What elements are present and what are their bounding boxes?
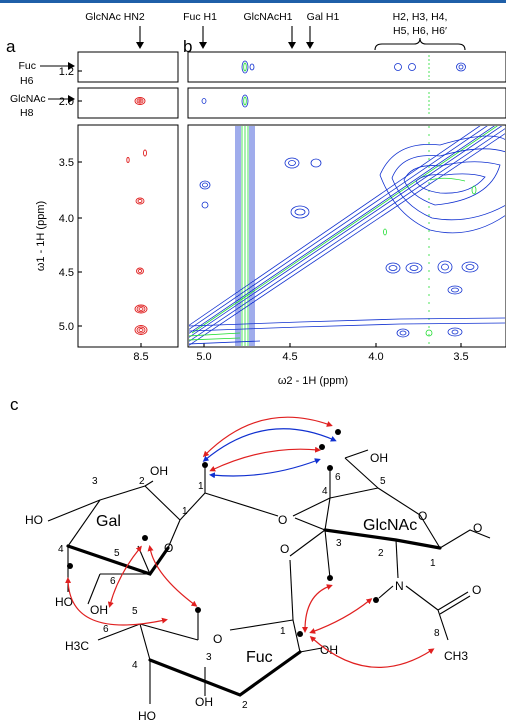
- ring-label-gal: Gal: [96, 513, 121, 530]
- fuc-h3c: H3C: [65, 639, 89, 653]
- gal-oh-4: HO: [55, 595, 73, 609]
- molecule-structure: Gal O 3 2 1 4 5 6 HO OH HO OH O 1 GlcNAc…: [25, 429, 491, 723]
- svg-text:1: 1: [198, 481, 204, 492]
- svg-text:5: 5: [132, 606, 138, 617]
- noe-arrows: [65, 416, 435, 668]
- x-tick-b-4-0: 4.0: [368, 351, 383, 363]
- fuc-oh-3: OH: [195, 695, 213, 709]
- panel-label-c: c: [10, 395, 19, 414]
- svg-text:2: 2: [242, 700, 248, 711]
- strip-b-peaks: [201, 55, 466, 114]
- row-labels: Fuc H6 GlcNAc H8: [10, 60, 75, 119]
- y-tick-5-0: 5.0: [59, 321, 74, 333]
- svg-text:1: 1: [430, 558, 436, 569]
- top-annotations: GlcNAc HN2 Fuc H1 GlcNAcH1 Gal H1 H2, H3…: [85, 11, 466, 51]
- panel-label-b: b: [183, 37, 192, 56]
- row-label-fuc: Fuc: [18, 60, 36, 72]
- strip-tick-1-2: 1.2: [59, 66, 74, 78]
- panel-b-frame: [187, 124, 506, 348]
- svg-text:3: 3: [92, 476, 98, 487]
- svg-text:8: 8: [434, 628, 440, 639]
- label-fuc-h1: Fuc H1: [183, 11, 217, 23]
- panel-a-frame: [77, 124, 179, 348]
- label-glcnac-hn2: GlcNAc HN2: [85, 11, 145, 23]
- ring-label-glcnac: GlcNAc: [363, 517, 417, 534]
- gal-ring-o: O: [164, 541, 173, 555]
- row-label-glcnac-h8: H8: [20, 107, 34, 119]
- glcnac-oh-6: OH: [370, 451, 388, 465]
- panel-b-spectrum: [189, 126, 505, 346]
- label-glcnac-h1: GlcNAcH1: [243, 11, 292, 23]
- strip-tick-2-0: 2.0: [59, 96, 74, 108]
- svg-text:6: 6: [110, 576, 116, 587]
- x-tick-a-8-5: 8.5: [133, 351, 148, 363]
- strip-a-glcnac: [77, 87, 179, 119]
- svg-text:2: 2: [378, 548, 384, 559]
- ring-label-fuc: Fuc: [246, 649, 273, 666]
- acetyl-o: O: [472, 583, 481, 597]
- strip-b-fuc: [187, 51, 506, 83]
- svg-text:4: 4: [132, 660, 138, 671]
- svg-text:5: 5: [114, 548, 120, 559]
- strip-a-fuc: [77, 51, 179, 83]
- fuc-ring-o: O: [213, 632, 222, 646]
- axis-ticks: 1.2 2.0 3.5 4.0 4.5 5.0 8.5 5.0 4.5 4.0 …: [59, 66, 469, 363]
- svg-text:3: 3: [336, 538, 342, 549]
- svg-text:2: 2: [139, 476, 145, 487]
- x-tick-b-3-5: 3.5: [453, 351, 468, 363]
- label-gal-h1: Gal H1: [307, 11, 340, 23]
- y-axis-label: ω1 - 1H (ppm): [35, 201, 47, 271]
- glcnac-ring-o1: O: [473, 521, 482, 535]
- x-tick-b-5-0: 5.0: [196, 351, 211, 363]
- strip-b-glcnac: [187, 87, 506, 119]
- panel-a-peaks: [126, 97, 148, 335]
- glycosidic-o-2: O: [280, 542, 289, 556]
- acetyl-ch3: CH3: [444, 649, 468, 663]
- svg-text:1: 1: [280, 626, 286, 637]
- svg-text:6: 6: [103, 624, 109, 635]
- cross-peaks: [199, 157, 479, 338]
- row-label-fuc-h6: H6: [20, 75, 34, 87]
- panel-label-a: a: [6, 37, 16, 56]
- y-tick-4-5: 4.5: [59, 267, 74, 279]
- gal-oh-6: OH: [90, 603, 108, 617]
- x-axis-label: ω2 - 1H (ppm): [278, 375, 348, 387]
- gal-oh-2: OH: [150, 464, 168, 478]
- svg-text:6: 6: [335, 472, 341, 483]
- svg-text:4: 4: [58, 544, 64, 555]
- x-tick-b-4-5: 4.5: [282, 351, 297, 363]
- svg-text:3: 3: [206, 652, 212, 663]
- svg-text:4: 4: [322, 486, 328, 497]
- row-label-glcnac: GlcNAc: [10, 93, 46, 105]
- label-group-1: H2, H3, H4,: [393, 11, 448, 23]
- vertical-band: [235, 126, 255, 346]
- top-accent-bar: [0, 0, 506, 3]
- svg-text:1: 1: [182, 506, 188, 517]
- y-tick-3-5: 3.5: [59, 157, 74, 169]
- gal-ho-3: HO: [25, 513, 43, 527]
- glycosidic-o-1: O: [278, 513, 287, 527]
- svg-text:5: 5: [380, 476, 386, 487]
- group-brace: [374, 37, 466, 51]
- horizontal-band: [189, 317, 505, 345]
- negative-streak: [241, 126, 430, 346]
- ring-region-blob: [379, 135, 505, 234]
- y-tick-4-0: 4.0: [59, 213, 74, 225]
- glcnac-ring-o: O: [418, 509, 427, 523]
- fuc-ho-4: HO: [138, 709, 156, 723]
- label-group-2: H5, H6, H6′: [393, 25, 447, 37]
- glcnac-n: N: [395, 579, 404, 593]
